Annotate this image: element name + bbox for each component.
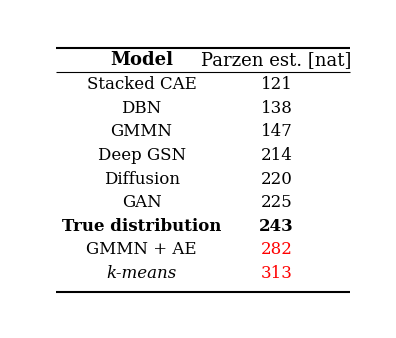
Text: 243: 243 (259, 218, 294, 235)
Text: 220: 220 (261, 171, 293, 188)
Text: GMMN + AE: GMMN + AE (86, 241, 197, 258)
Text: DBN: DBN (122, 100, 162, 117)
Text: Deep GSN: Deep GSN (97, 147, 186, 164)
Text: True distribution: True distribution (62, 218, 221, 235)
Text: Parzen est. [nat]: Parzen est. [nat] (202, 51, 352, 69)
Text: Model: Model (110, 51, 173, 69)
Text: 214: 214 (261, 147, 293, 164)
Text: 282: 282 (261, 241, 293, 258)
Text: Stacked CAE: Stacked CAE (87, 76, 196, 93)
Text: Diffusion: Diffusion (104, 171, 179, 188)
Text: GMMN: GMMN (110, 123, 173, 141)
Text: 121: 121 (261, 76, 293, 93)
Text: k-means: k-means (107, 265, 177, 282)
Text: 225: 225 (261, 194, 293, 211)
Text: 313: 313 (261, 265, 293, 282)
Text: GAN: GAN (122, 194, 162, 211)
Text: 138: 138 (261, 100, 293, 117)
Text: 147: 147 (261, 123, 293, 141)
